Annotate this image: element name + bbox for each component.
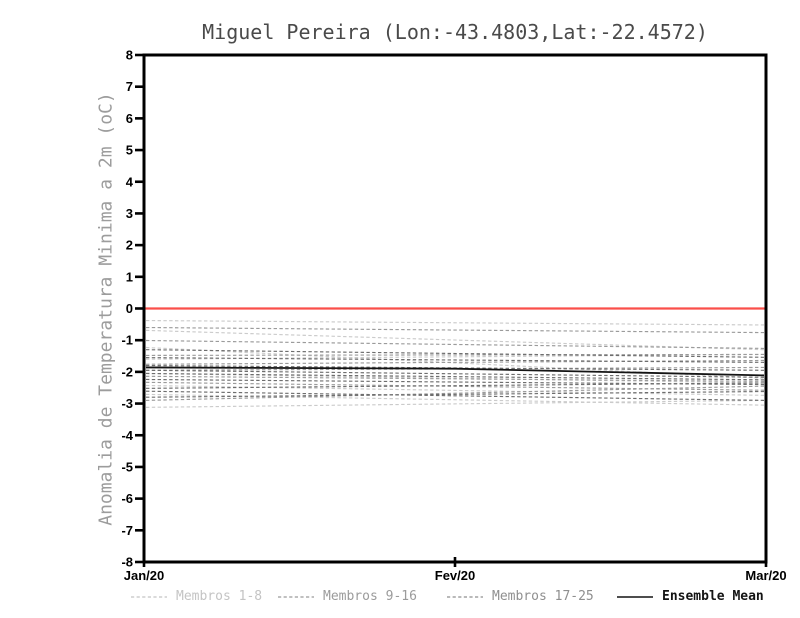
member-line-group-1 bbox=[145, 372, 765, 384]
x-tick-label: Fev/20 bbox=[435, 568, 475, 583]
member-line-group-3 bbox=[145, 369, 765, 378]
y-tick-label: 0 bbox=[126, 301, 133, 316]
y-tick-label: -2 bbox=[121, 364, 133, 379]
member-line-group-2 bbox=[145, 381, 765, 391]
member-line-group-1 bbox=[145, 399, 765, 408]
member-line-group-2 bbox=[145, 326, 765, 334]
y-tick-label: -3 bbox=[121, 396, 133, 411]
y-tick-label: 1 bbox=[126, 269, 133, 284]
member-line-group-3 bbox=[145, 390, 765, 401]
member-line-group-2 bbox=[145, 353, 765, 356]
y-tick-label: -1 bbox=[121, 333, 133, 348]
y-tick-label: -7 bbox=[121, 523, 133, 538]
y-tick-label: 8 bbox=[126, 48, 133, 63]
member-line-group-2 bbox=[145, 339, 765, 350]
member-line-group-1 bbox=[145, 353, 765, 360]
member-line-group-1 bbox=[145, 329, 765, 351]
y-tick-label: 7 bbox=[126, 79, 133, 94]
member-line-group-2 bbox=[145, 359, 765, 365]
x-tick-label: Jan/20 bbox=[124, 568, 164, 583]
y-tick-label: 2 bbox=[126, 238, 133, 253]
member-line-group-1 bbox=[145, 319, 765, 326]
member-line-group-1 bbox=[145, 393, 765, 406]
y-tick-label: 4 bbox=[126, 174, 134, 189]
y-tick-label: -5 bbox=[121, 459, 133, 474]
member-line-group-1 bbox=[145, 384, 765, 396]
chart-title: Miguel Pereira (Lon:-43.4803,Lat:-22.457… bbox=[202, 20, 708, 44]
member-line-group-3 bbox=[145, 378, 765, 386]
y-tick-label: -8 bbox=[121, 555, 133, 570]
member-line-group-3 bbox=[145, 349, 765, 358]
member-line-group-3 bbox=[145, 357, 765, 363]
y-tick-label: 5 bbox=[126, 143, 133, 158]
y-tick-label: 3 bbox=[126, 206, 133, 221]
y-tick-label: -6 bbox=[121, 491, 133, 506]
member-line-group-3 bbox=[145, 372, 765, 381]
y-tick-label: 6 bbox=[126, 111, 133, 126]
x-tick-label: Mar/20 bbox=[745, 568, 786, 583]
member-line-group-3 bbox=[145, 382, 765, 389]
member-line-group-2 bbox=[145, 375, 765, 382]
y-tick-label: -4 bbox=[121, 428, 133, 443]
ensemble-mean-line bbox=[145, 366, 765, 377]
member-line-group-2 bbox=[145, 385, 765, 401]
member-line-group-3 bbox=[145, 390, 765, 398]
